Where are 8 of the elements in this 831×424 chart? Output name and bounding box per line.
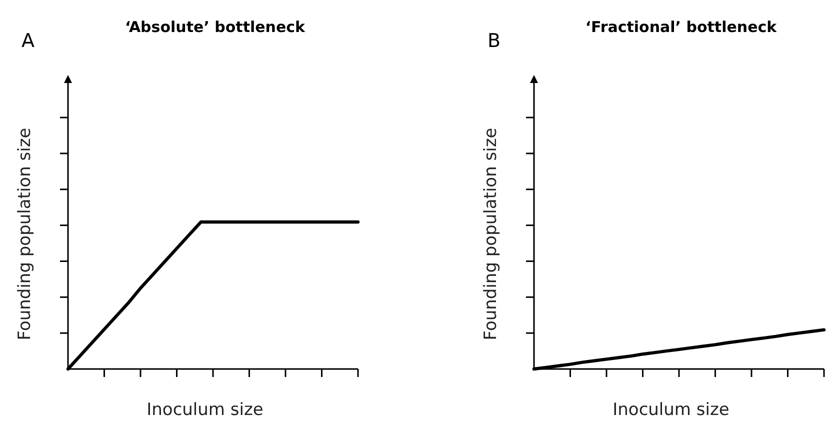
text: A (22, 30, 34, 52)
y-axis-title: Founding population size (15, 128, 35, 340)
chart-title: ‘Absolute’ bottleneck (124, 18, 306, 36)
x-axis-title: Inoculum size (146, 400, 264, 420)
x-axis-title: Inoculum size (612, 400, 730, 420)
text: B (487, 30, 501, 52)
y-axis-title: Founding population size (481, 128, 501, 340)
chart-title: ‘Fractional’ bottleneck (585, 18, 778, 36)
